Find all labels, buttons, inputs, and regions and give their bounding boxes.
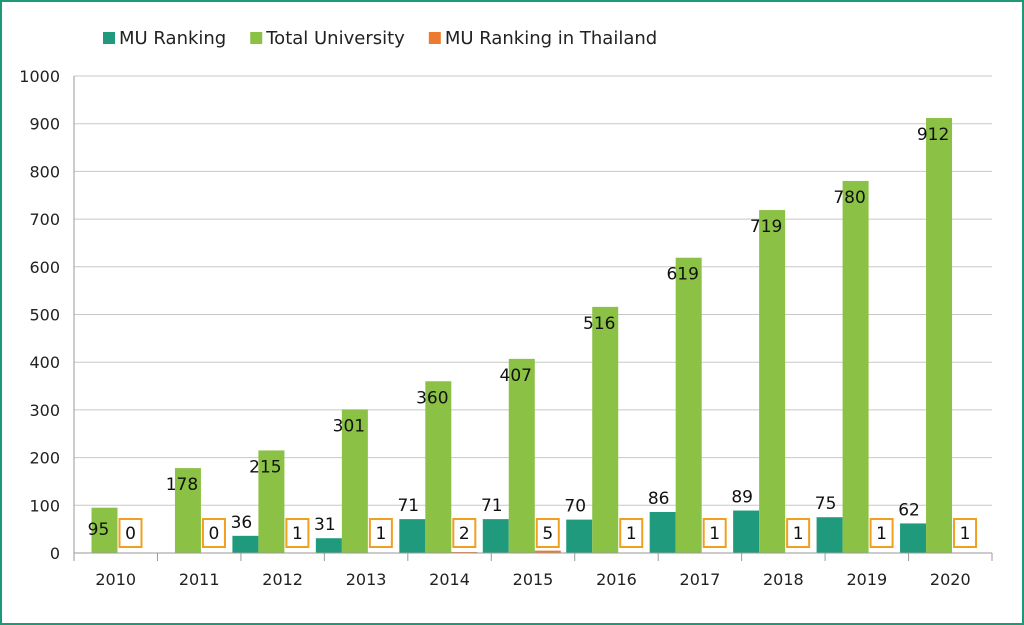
data-label-box bbox=[285, 518, 310, 548]
gridlines bbox=[74, 75, 992, 506]
bar-mu-ranking bbox=[482, 519, 509, 553]
data-label: 5 bbox=[542, 524, 553, 544]
y-tick-label: 700 bbox=[29, 210, 60, 229]
bar-total-university bbox=[258, 450, 285, 553]
legend-swatch-mu-ranking bbox=[103, 32, 115, 44]
data-label-box bbox=[118, 518, 143, 548]
bar-mu-ranking-in-thailand bbox=[534, 550, 561, 553]
data-label: 912 bbox=[917, 125, 949, 145]
bar-total-university bbox=[592, 306, 619, 553]
bar-mu-ranking bbox=[232, 535, 259, 553]
data-label: 1 bbox=[876, 524, 887, 544]
data-label: 407 bbox=[500, 366, 532, 386]
data-label: 62 bbox=[898, 500, 920, 520]
x-tick-label: 2015 bbox=[513, 570, 554, 589]
data-label: 71 bbox=[481, 496, 503, 516]
data-label: 1 bbox=[375, 524, 386, 544]
data-label: 75 bbox=[815, 494, 837, 514]
data-label: 1 bbox=[960, 524, 971, 544]
data-label: 1 bbox=[626, 524, 637, 544]
y-tick-label: 900 bbox=[29, 115, 60, 134]
x-tick-label: 2019 bbox=[846, 570, 887, 589]
data-label-box bbox=[953, 518, 978, 548]
x-tick-label: 2020 bbox=[930, 570, 971, 589]
data-label: 71 bbox=[397, 496, 419, 516]
bar-total-university bbox=[341, 409, 368, 553]
data-label-box bbox=[535, 518, 560, 548]
data-label: 1 bbox=[793, 524, 804, 544]
legend: MU Ranking Total University MU Ranking in … bbox=[103, 28, 657, 49]
data-label: 780 bbox=[833, 188, 865, 208]
x-tick-label: 2016 bbox=[596, 570, 637, 589]
data-label: 1 bbox=[292, 524, 303, 544]
data-label: 719 bbox=[750, 217, 782, 237]
y-tick-label: 0 bbox=[50, 544, 60, 563]
legend-swatch-mu-ranking-in-thailand bbox=[428, 32, 441, 44]
bar-mu-ranking bbox=[315, 538, 342, 553]
bar-mu-ranking bbox=[900, 523, 927, 553]
bar-mu-ranking bbox=[399, 519, 426, 553]
y-tick-label: 400 bbox=[29, 353, 60, 372]
y-tick-label: 1000 bbox=[19, 67, 60, 86]
x-tick-label: 2018 bbox=[763, 570, 804, 589]
y-tick-label: 200 bbox=[29, 449, 60, 468]
data-label: 89 bbox=[731, 488, 753, 508]
data-label: 95 bbox=[88, 520, 110, 540]
bar-total-university bbox=[759, 210, 786, 554]
x-tick-label: 2017 bbox=[680, 570, 721, 589]
x-tick-label: 2013 bbox=[346, 570, 387, 589]
data-label-box bbox=[786, 518, 811, 548]
data-label: 516 bbox=[583, 314, 615, 334]
x-tick-label: 2014 bbox=[429, 570, 470, 589]
y-tick-label: 100 bbox=[29, 496, 60, 515]
bar-total-university bbox=[508, 358, 535, 553]
data-label: 0 bbox=[125, 524, 136, 544]
data-label-box bbox=[869, 518, 894, 548]
data-label: 215 bbox=[249, 457, 281, 477]
x-tick-label: 2011 bbox=[179, 570, 220, 589]
data-label: 86 bbox=[648, 489, 670, 509]
y-tick-label: 600 bbox=[29, 258, 60, 277]
data-label-box bbox=[368, 518, 393, 548]
data-label: 178 bbox=[166, 475, 198, 495]
y-tick-label: 300 bbox=[29, 401, 60, 420]
bars bbox=[91, 117, 979, 554]
legend-label: MU Ranking in Thailand bbox=[445, 28, 657, 49]
bar-total-university bbox=[425, 381, 452, 553]
data-label: 2 bbox=[459, 524, 470, 544]
legend-label: Total University bbox=[265, 28, 405, 49]
bar-total-university bbox=[842, 180, 869, 553]
data-label: 70 bbox=[564, 497, 586, 517]
x-tick-label: 2012 bbox=[262, 570, 303, 589]
data-label: 1 bbox=[709, 524, 720, 544]
data-label: 36 bbox=[231, 513, 253, 533]
bar-mu-ranking bbox=[816, 517, 843, 553]
bar-mu-ranking bbox=[566, 519, 593, 553]
bar-total-university bbox=[675, 257, 702, 553]
data-label: 31 bbox=[314, 515, 336, 535]
bar-mu-ranking bbox=[649, 511, 676, 553]
bar-mu-ranking bbox=[733, 510, 760, 553]
y-tick-label: 500 bbox=[29, 306, 60, 325]
data-label: 301 bbox=[333, 416, 365, 436]
data-label-box bbox=[619, 518, 644, 548]
bar-total-university bbox=[91, 507, 118, 553]
data-label: 619 bbox=[666, 265, 698, 285]
data-label: 360 bbox=[416, 388, 448, 408]
data-label-box bbox=[702, 518, 727, 548]
legend-label: MU Ranking bbox=[119, 28, 226, 49]
data-label: 0 bbox=[209, 524, 220, 544]
bar-total-university bbox=[174, 468, 201, 553]
data-label-box bbox=[201, 518, 226, 548]
y-tick-label: 800 bbox=[29, 162, 60, 181]
legend-swatch-total-university bbox=[250, 32, 263, 44]
x-tick-label: 2010 bbox=[95, 570, 136, 589]
bar-total-university bbox=[926, 117, 953, 553]
data-label-box bbox=[452, 518, 477, 548]
